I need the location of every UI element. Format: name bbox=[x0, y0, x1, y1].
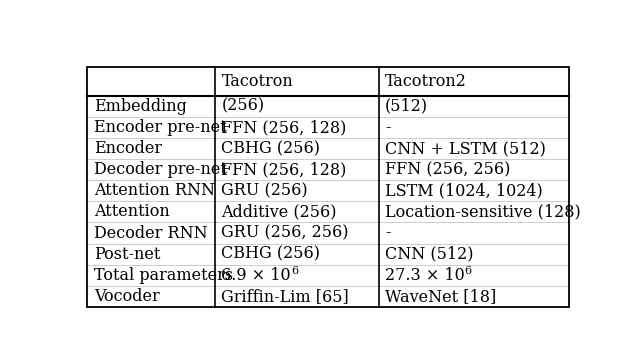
Text: FFN (256, 128): FFN (256, 128) bbox=[221, 119, 347, 136]
Text: Embedding: Embedding bbox=[94, 98, 187, 115]
Text: Griffin-Lim [65]: Griffin-Lim [65] bbox=[221, 288, 349, 305]
Text: Decoder pre-net: Decoder pre-net bbox=[94, 161, 227, 178]
Text: Encoder: Encoder bbox=[94, 140, 162, 157]
Text: Decoder RNN: Decoder RNN bbox=[94, 224, 207, 241]
Text: Encoder pre-net: Encoder pre-net bbox=[94, 119, 227, 136]
Text: (512): (512) bbox=[385, 98, 428, 115]
Text: 6: 6 bbox=[465, 266, 472, 275]
Text: 6: 6 bbox=[291, 266, 298, 275]
Text: LSTM (1024, 1024): LSTM (1024, 1024) bbox=[385, 182, 543, 199]
Text: 6.9 × 10: 6.9 × 10 bbox=[221, 267, 291, 284]
Text: FFN (256, 128): FFN (256, 128) bbox=[221, 161, 347, 178]
Text: (256): (256) bbox=[221, 98, 264, 115]
Text: Tacotron2: Tacotron2 bbox=[385, 73, 467, 90]
Text: Attention RNN: Attention RNN bbox=[94, 182, 215, 199]
Bar bbox=[88, 67, 568, 307]
Text: CNN + LSTM (512): CNN + LSTM (512) bbox=[385, 140, 546, 157]
Text: CNN (512): CNN (512) bbox=[385, 246, 474, 263]
Text: Vocoder: Vocoder bbox=[94, 288, 159, 305]
Text: Location-sensitive (128): Location-sensitive (128) bbox=[385, 204, 580, 221]
Text: CBHG (256): CBHG (256) bbox=[221, 140, 321, 157]
Text: -: - bbox=[385, 119, 390, 136]
Text: Attention: Attention bbox=[94, 204, 170, 221]
Text: Tacotron: Tacotron bbox=[221, 73, 293, 90]
Text: GRU (256, 256): GRU (256, 256) bbox=[221, 224, 349, 241]
Text: Total parameters: Total parameters bbox=[94, 267, 233, 284]
Text: Additive (256): Additive (256) bbox=[221, 204, 337, 221]
Text: 27.3 × 10: 27.3 × 10 bbox=[385, 267, 465, 284]
Text: -: - bbox=[385, 224, 390, 241]
Text: Post-net: Post-net bbox=[94, 246, 160, 263]
Text: WaveNet [18]: WaveNet [18] bbox=[385, 288, 496, 305]
Text: CBHG (256): CBHG (256) bbox=[221, 246, 321, 263]
Text: FFN (256, 256): FFN (256, 256) bbox=[385, 161, 510, 178]
Text: GRU (256): GRU (256) bbox=[221, 182, 308, 199]
